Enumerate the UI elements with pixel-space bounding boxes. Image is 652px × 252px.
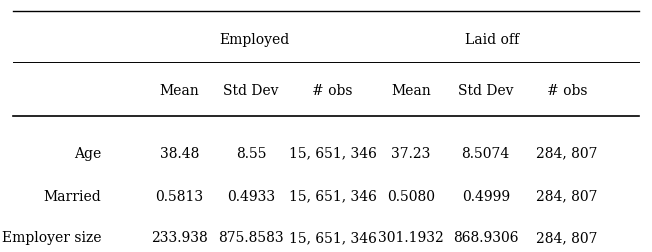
Text: 875.8583: 875.8583 <box>218 231 284 245</box>
Text: 0.5080: 0.5080 <box>387 190 435 204</box>
Text: Std Dev: Std Dev <box>458 84 514 98</box>
Text: 284, 807: 284, 807 <box>537 190 598 204</box>
Text: 0.4933: 0.4933 <box>227 190 275 204</box>
Text: 0.5813: 0.5813 <box>155 190 203 204</box>
Text: Employer size: Employer size <box>1 231 101 245</box>
Text: Age: Age <box>74 147 101 161</box>
Text: Married: Married <box>43 190 101 204</box>
Text: Employed: Employed <box>219 33 289 47</box>
Text: 15, 651, 346: 15, 651, 346 <box>289 147 376 161</box>
Text: 0.4999: 0.4999 <box>462 190 510 204</box>
Text: # obs: # obs <box>547 84 587 98</box>
Text: 38.48: 38.48 <box>160 147 199 161</box>
Text: 15, 651, 346: 15, 651, 346 <box>289 231 376 245</box>
Text: Std Dev: Std Dev <box>223 84 279 98</box>
Text: 868.9306: 868.9306 <box>453 231 518 245</box>
Text: 301.1932: 301.1932 <box>378 231 443 245</box>
Text: 15, 651, 346: 15, 651, 346 <box>289 190 376 204</box>
Text: 8.5074: 8.5074 <box>462 147 510 161</box>
Text: Mean: Mean <box>391 84 430 98</box>
Text: 8.55: 8.55 <box>236 147 266 161</box>
Text: 284, 807: 284, 807 <box>537 147 598 161</box>
Text: # obs: # obs <box>312 84 353 98</box>
Text: 284, 807: 284, 807 <box>537 231 598 245</box>
Text: Laid off: Laid off <box>465 33 520 47</box>
Text: 233.938: 233.938 <box>151 231 208 245</box>
Text: 37.23: 37.23 <box>391 147 430 161</box>
Text: Mean: Mean <box>160 84 199 98</box>
